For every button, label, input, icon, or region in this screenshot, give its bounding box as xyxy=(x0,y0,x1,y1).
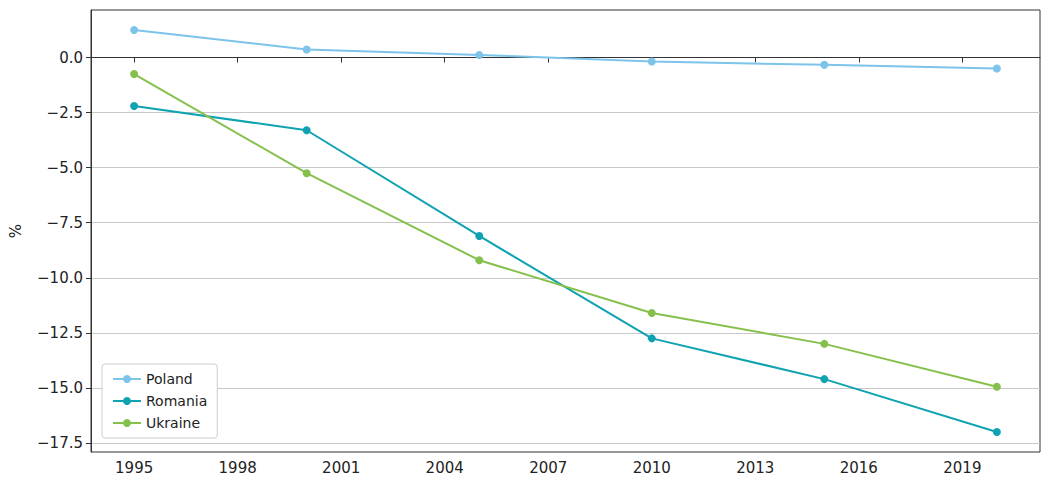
svg-text:2010: 2010 xyxy=(633,459,671,477)
svg-text:−10.0: −10.0 xyxy=(37,269,83,287)
svg-text:−15.0: −15.0 xyxy=(37,379,83,397)
svg-text:2001: 2001 xyxy=(322,459,360,477)
svg-text:Romania: Romania xyxy=(146,393,207,409)
svg-text:−12.5: −12.5 xyxy=(37,324,83,342)
svg-text:−17.5: −17.5 xyxy=(37,434,83,452)
svg-text:1998: 1998 xyxy=(219,459,257,477)
svg-text:%: % xyxy=(7,224,25,238)
svg-text:2013: 2013 xyxy=(736,459,774,477)
svg-text:Ukraine: Ukraine xyxy=(146,415,200,431)
svg-text:−5.0: −5.0 xyxy=(47,159,83,177)
svg-text:0.0: 0.0 xyxy=(59,49,83,67)
svg-text:2007: 2007 xyxy=(529,459,567,477)
svg-text:1995: 1995 xyxy=(115,459,153,477)
svg-text:−7.5: −7.5 xyxy=(47,214,83,232)
svg-text:2004: 2004 xyxy=(426,459,464,477)
svg-text:−2.5: −2.5 xyxy=(47,104,83,122)
svg-text:2019: 2019 xyxy=(943,459,981,477)
svg-text:2016: 2016 xyxy=(840,459,878,477)
svg-text:Poland: Poland xyxy=(146,371,193,387)
